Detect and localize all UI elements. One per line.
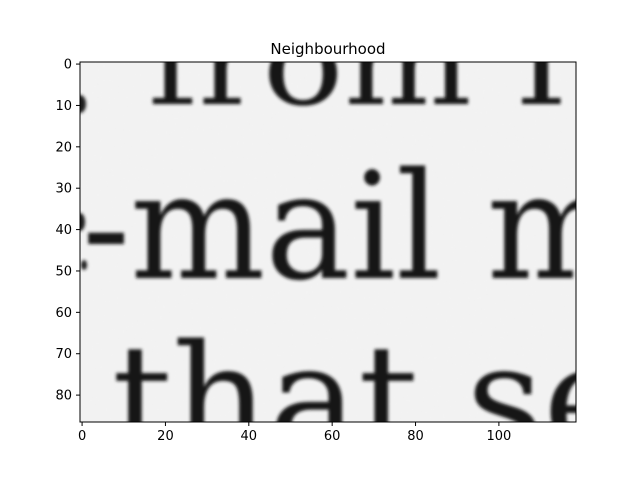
left-mark-top xyxy=(80,95,86,113)
x-tick-label: 40 xyxy=(241,429,258,444)
text-line-bottom: that se xyxy=(112,313,632,480)
y-tick-label: 40 xyxy=(55,223,72,238)
y-tick-label: 60 xyxy=(55,306,72,321)
y-tick-label: 10 xyxy=(55,99,72,114)
y-tick-label: 20 xyxy=(55,140,72,155)
y-axis: 0 10 20 30 40 50 60 70 80 xyxy=(55,58,80,404)
paper-texture xyxy=(80,62,576,422)
x-tick-label: 100 xyxy=(486,429,511,444)
y-tick-label: 0 xyxy=(64,58,72,73)
x-tick-label: 0 xyxy=(78,429,86,444)
x-tick-label: 20 xyxy=(157,429,174,444)
text-line-middle: -mail m xyxy=(82,141,622,313)
left-mark-middle xyxy=(80,213,85,231)
text-line-top: from I xyxy=(148,0,568,132)
scanned-text: from I -mail m that se xyxy=(80,0,632,480)
left-mark-lower xyxy=(81,260,87,270)
x-tick-label: 80 xyxy=(407,429,424,444)
x-axis: 0 20 40 60 80 100 xyxy=(78,422,511,444)
x-tick-label: 60 xyxy=(324,429,341,444)
y-tick-label: 80 xyxy=(55,389,72,404)
axes-frame xyxy=(79,61,577,423)
chart-title: Neighbourhood xyxy=(270,40,385,58)
y-tick-label: 70 xyxy=(55,347,72,362)
y-tick-label: 30 xyxy=(55,182,72,197)
image-panel: from I -mail m that se xyxy=(80,0,632,480)
y-tick-label: 50 xyxy=(55,264,72,279)
